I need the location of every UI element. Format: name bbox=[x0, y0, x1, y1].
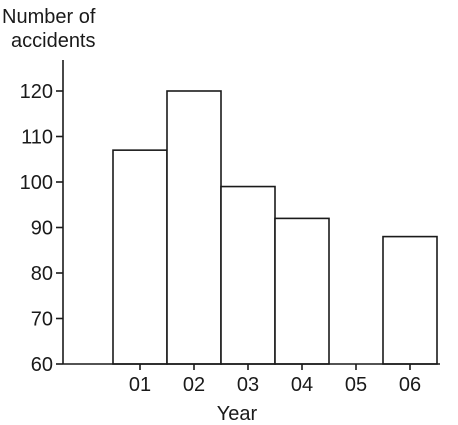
bar-03 bbox=[220, 185, 276, 365]
bar-04 bbox=[274, 217, 330, 365]
y-tick-label-110: 110 bbox=[21, 127, 53, 149]
bar-02 bbox=[166, 90, 222, 365]
y-axis-title-line-2: accidents bbox=[11, 30, 96, 52]
y-tick-label-120: 120 bbox=[20, 81, 53, 103]
x-tick-label-04: 04 bbox=[291, 374, 313, 396]
y-tick-label-90: 90 bbox=[31, 218, 53, 240]
y-tick-label-60: 60 bbox=[31, 354, 53, 376]
y-tick-label-100: 100 bbox=[20, 172, 53, 194]
x-ticks-group: 01 02 03 04 05 06 bbox=[129, 364, 421, 396]
x-tick-label-03: 03 bbox=[237, 374, 259, 396]
y-tick-label-70: 70 bbox=[31, 309, 53, 331]
bars-group bbox=[112, 90, 438, 365]
x-tick-label-02: 02 bbox=[183, 374, 205, 396]
y-axis-title-line-1: Number of bbox=[2, 6, 96, 28]
y-ticks-group: 60 70 80 90 100 110 120 bbox=[20, 81, 63, 376]
y-tick-label-80: 80 bbox=[31, 263, 53, 285]
x-tick-label-05: 05 bbox=[345, 374, 367, 396]
bar-06 bbox=[382, 235, 438, 365]
x-tick-label-06: 06 bbox=[399, 374, 421, 396]
x-tick-label-01: 01 bbox=[129, 374, 151, 396]
x-axis-title: Year bbox=[217, 403, 258, 425]
bar-01 bbox=[112, 149, 168, 365]
